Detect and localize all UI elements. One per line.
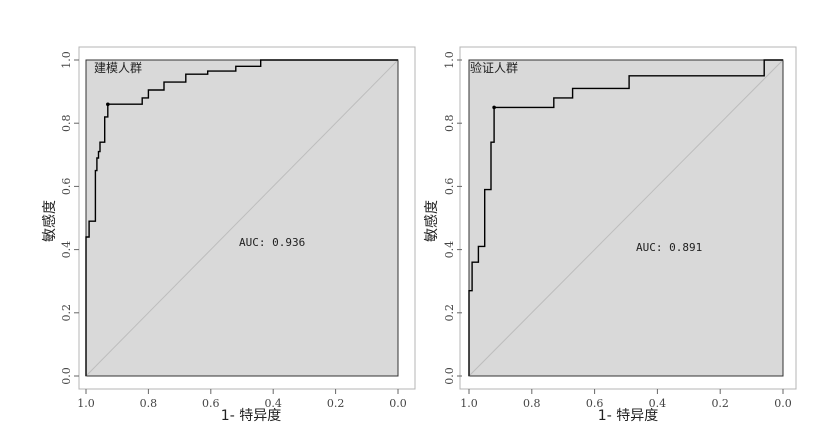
x-tick-label: 0.2: [711, 397, 729, 410]
x-tick-label: 1.0: [460, 397, 478, 410]
y-axis-label: 敏感度: [423, 200, 440, 242]
y-tick-label: 0.6: [443, 178, 456, 196]
y-tick-label: 0.8: [443, 114, 456, 132]
roc-curve: [468, 59, 783, 376]
x-tick-label: 0.6: [202, 397, 220, 410]
panel-frame: [78, 46, 416, 390]
y-tick-label: 0.2: [60, 304, 73, 322]
x-tick-label: 0.4: [649, 397, 667, 410]
panel-frame: [459, 46, 797, 390]
y-tick-label: 1.0: [60, 51, 73, 69]
x-tick-label: 0.2: [327, 397, 345, 410]
x-axis-label: 1- 特异度: [598, 408, 658, 424]
best-threshold-point: [492, 105, 496, 110]
y-axis-label: 敏感度: [41, 200, 58, 242]
y-tick-label: 1.0: [443, 51, 456, 69]
y-tick-label: 0.2: [443, 304, 456, 322]
x-tick-label: 0.6: [586, 397, 604, 410]
best-threshold-point: [106, 102, 110, 107]
auc-label: AUC: 0.891: [636, 241, 702, 254]
y-tick-label: 0.4: [60, 241, 73, 259]
x-tick-label: 0.8: [523, 397, 541, 410]
x-tick-label: 0.0: [389, 397, 407, 410]
y-tick-label: 0.0: [60, 367, 73, 385]
roc-panel-validation: 验证人群 AUC: 0.891 1- 特异度 敏感度 1.0 0.8 0.6 0.4 0…: [423, 46, 797, 424]
auc-label: AUC: 0.936: [239, 236, 305, 249]
x-tick-label: 1.0: [77, 397, 95, 410]
x-tick-label: 0.4: [264, 397, 282, 410]
group-label: 建模人群: [94, 61, 142, 75]
x-tick-label: 0.8: [140, 397, 158, 410]
x-axis-label: 1- 特异度: [221, 408, 281, 424]
reference-diagonal: [468, 59, 784, 377]
y-tick-label: 0.8: [60, 114, 73, 132]
roc-panel-training: 建模人群 AUC: 0.936 1- 特异度 敏感度 1.0 0.8 0.6 0.4 0…: [41, 46, 416, 424]
x-tick-label: 0.0: [774, 397, 792, 410]
reference-diagonal: [85, 59, 399, 377]
y-tick-label: 0.0: [443, 367, 456, 385]
group-label: 验证人群: [470, 60, 518, 75]
y-tick-label: 0.4: [443, 241, 456, 259]
y-tick-label: 0.6: [60, 178, 73, 196]
